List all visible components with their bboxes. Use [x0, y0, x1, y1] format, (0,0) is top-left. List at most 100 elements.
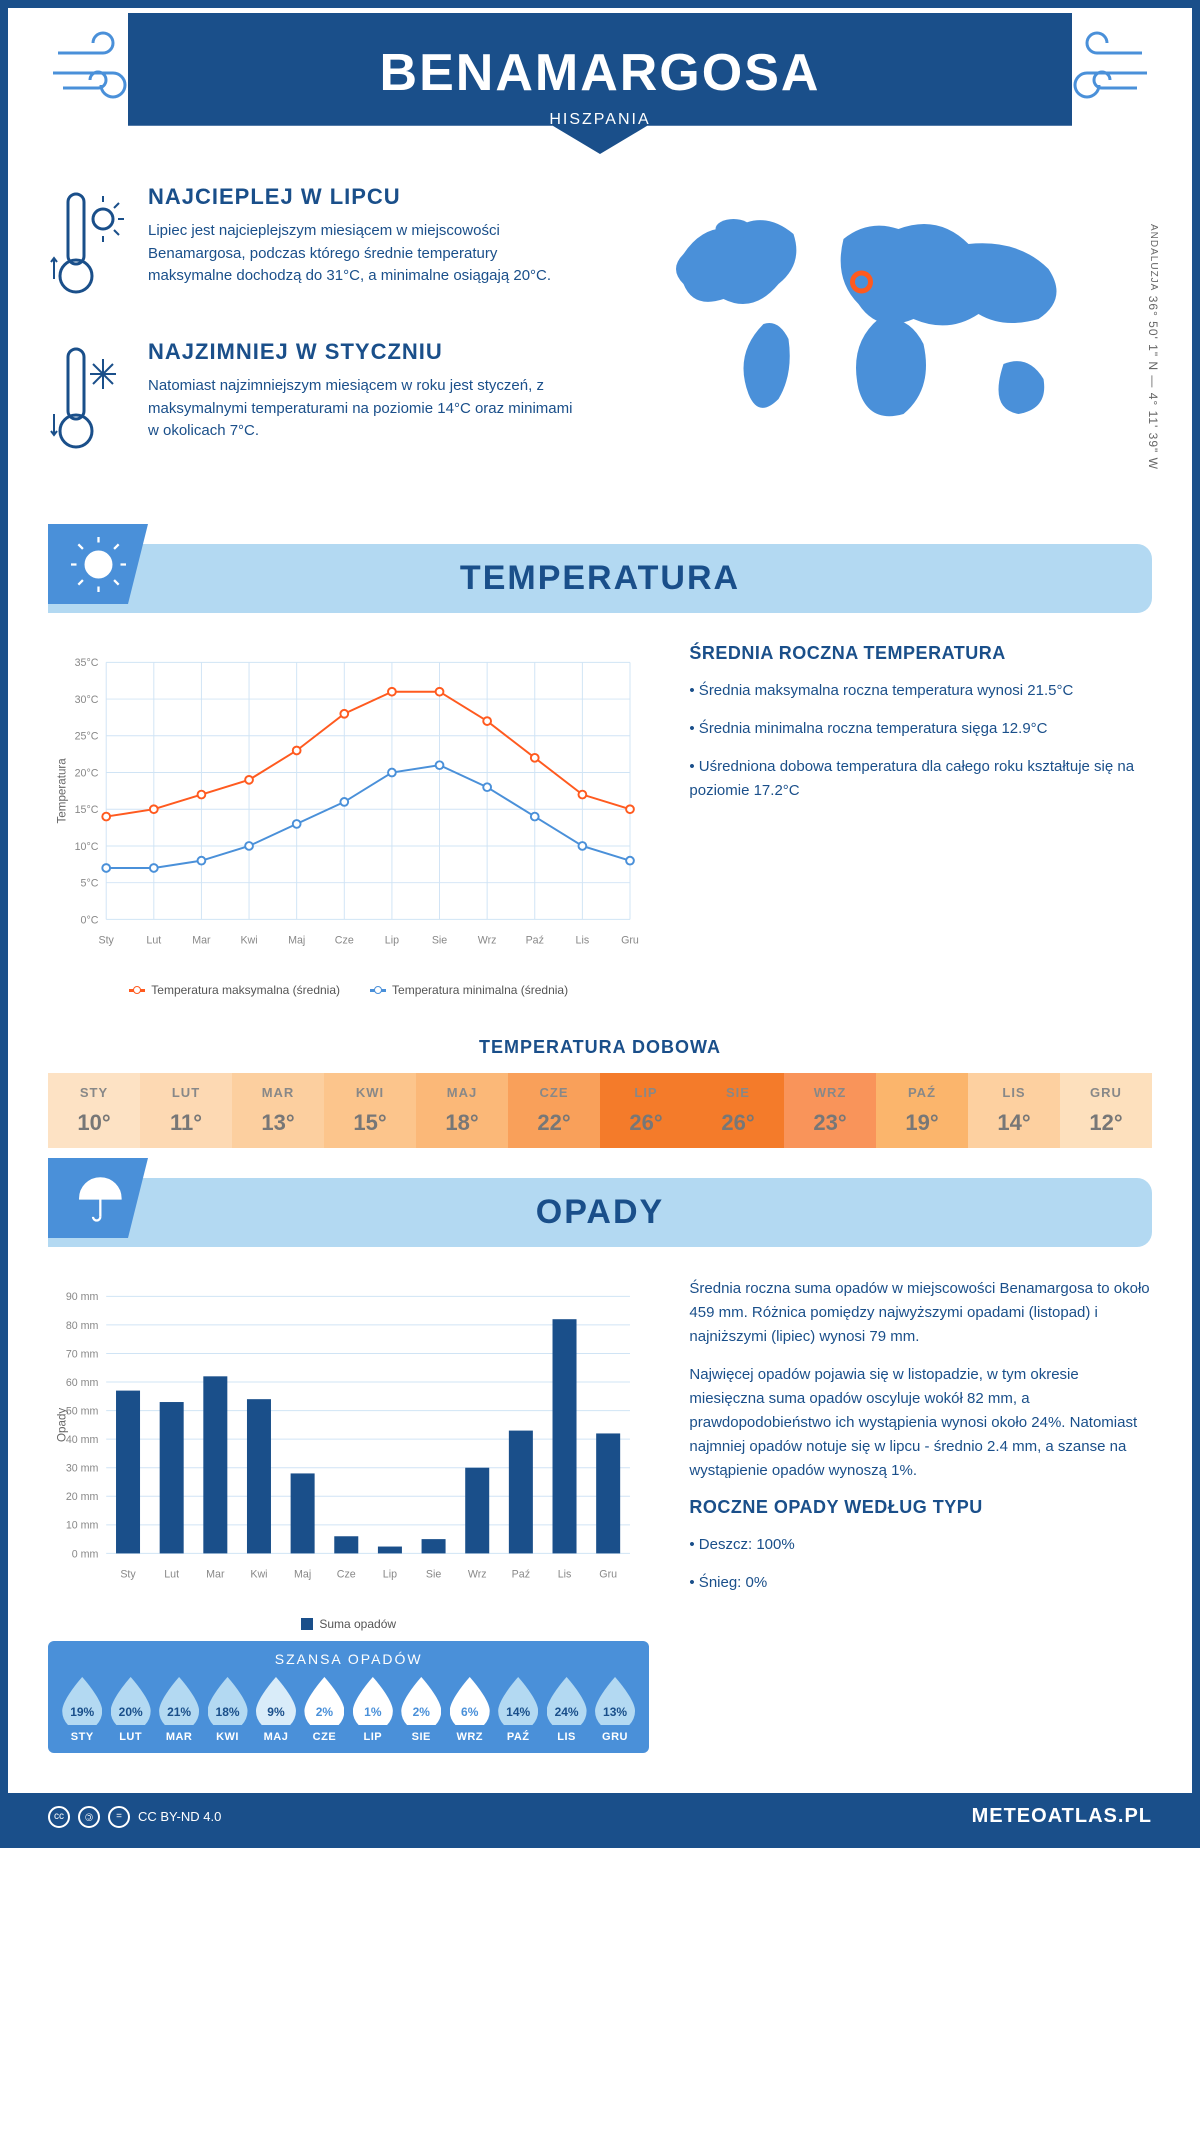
daily-cell: STY10° [48, 1073, 140, 1148]
temperature-title: TEMPERATURA [48, 559, 1152, 598]
drop-month: LIS [544, 1731, 589, 1743]
svg-text:0 mm: 0 mm [72, 1548, 99, 1560]
svg-text:35°C: 35°C [75, 657, 99, 669]
svg-text:20°C: 20°C [75, 767, 99, 779]
coords-text: 36° 50' 1" N — 4° 11' 39" W [1146, 296, 1160, 470]
thermometer-cold-icon [48, 339, 128, 464]
svg-text:10°C: 10°C [75, 841, 99, 853]
precip-side-text: Średnia roczna suma opadów w miejscowośc… [689, 1277, 1152, 1763]
precip-bullet: • Deszcz: 100% [689, 1533, 1152, 1557]
svg-text:90 mm: 90 mm [66, 1291, 99, 1303]
precip-title: OPADY [48, 1193, 1152, 1232]
chance-drop: 6%WRZ [447, 1677, 492, 1743]
daily-month: MAJ [416, 1085, 508, 1100]
drop-month: MAJ [253, 1731, 298, 1743]
nd-icon: = [108, 1806, 130, 1828]
drop-month: LIP [350, 1731, 395, 1743]
daily-value: 19° [905, 1110, 938, 1135]
page-title: BENAMARGOSA [128, 43, 1072, 103]
daily-value: 22° [537, 1110, 570, 1135]
daily-value: 13° [261, 1110, 294, 1135]
precip-side-heading: ROCZNE OPADY WEDŁUG TYPU [689, 1497, 1152, 1518]
daily-value: 11° [170, 1110, 202, 1135]
drop-icon: 18% [208, 1677, 248, 1725]
page-subtitle: HISZPANIA [128, 111, 1072, 129]
svg-text:15°C: 15°C [75, 804, 99, 816]
by-icon: 🄯 [78, 1806, 100, 1828]
legend-max-label: Temperatura maksymalna (średnia) [151, 983, 340, 997]
chance-drop: 14%PAŹ [496, 1677, 541, 1743]
precip-section-header: OPADY [48, 1178, 1152, 1247]
svg-text:Wrz: Wrz [468, 1569, 487, 1581]
cold-block: NAJZIMNIEJ W STYCZNIU Natomiast najzimni… [48, 339, 585, 464]
chance-drop: 13%GRU [593, 1677, 638, 1743]
svg-text:20 mm: 20 mm [66, 1491, 99, 1503]
drop-month: MAR [157, 1731, 202, 1743]
daily-value: 26° [629, 1110, 662, 1135]
chance-drop: 24%LIS [544, 1677, 589, 1743]
svg-text:70 mm: 70 mm [66, 1348, 99, 1360]
daily-cell: LUT11° [140, 1073, 232, 1148]
cold-paragraph: Natomiast najzimniejszym miesiącem w rok… [148, 375, 585, 443]
drop-icon: 19% [62, 1677, 102, 1725]
precip-legend-label: Suma opadów [319, 1617, 396, 1631]
intro-row: NAJCIEPLEJ W LIPCU Lipiec jest najcieple… [8, 154, 1192, 524]
temp-bullet: • Średnia minimalna roczna temperatura s… [689, 717, 1152, 741]
drop-icon: 2% [401, 1677, 441, 1725]
svg-text:Mar: Mar [192, 935, 211, 947]
svg-text:Maj: Maj [288, 935, 305, 947]
chance-drop: 2%SIE [399, 1677, 444, 1743]
legend-min-label: Temperatura minimalna (średnia) [392, 983, 568, 997]
svg-text:Opady: Opady [55, 1408, 68, 1442]
svg-text:Lut: Lut [164, 1569, 179, 1581]
precip-bullet: • Śnieg: 0% [689, 1571, 1152, 1595]
temperature-side-text: ŚREDNIA ROCZNA TEMPERATURA • Średnia mak… [689, 643, 1152, 997]
svg-text:Kwi: Kwi [240, 935, 257, 947]
precip-p2: Najwięcej opadów pojawia się w listopadz… [689, 1363, 1152, 1483]
daily-temp-table: STY10°LUT11°MAR13°KWI15°MAJ18°CZE22°LIP2… [48, 1073, 1152, 1148]
footer-license: cc 🄯 = CC BY-ND 4.0 [48, 1806, 221, 1828]
precip-chart-legend: Suma opadów [48, 1617, 649, 1631]
chance-title: SZANSA OPADÓW [58, 1651, 639, 1667]
temp-bullet: • Średnia maksymalna roczna temperatura … [689, 679, 1152, 703]
temp-bullet: • Uśredniona dobowa temperatura dla całe… [689, 755, 1152, 803]
daily-month: LIP [600, 1085, 692, 1100]
daily-month: LIS [968, 1085, 1060, 1100]
daily-cell: LIP 26° [600, 1073, 692, 1148]
cold-heading: NAJZIMNIEJ W STYCZNIU [148, 339, 585, 365]
drop-month: LUT [108, 1731, 153, 1743]
svg-text:Kwi: Kwi [250, 1569, 267, 1581]
daily-month: KWI [324, 1085, 416, 1100]
coordinates-label: ANDALUZJA 36° 50' 1" N — 4° 11' 39" W [1146, 224, 1160, 470]
warm-block: NAJCIEPLEJ W LIPCU Lipiec jest najcieple… [48, 184, 585, 309]
drop-icon: 13% [595, 1677, 635, 1725]
warm-heading: NAJCIEPLEJ W LIPCU [148, 184, 585, 210]
svg-text:80 mm: 80 mm [66, 1320, 99, 1332]
chance-drop: 2%CZE [302, 1677, 347, 1743]
header-wrapper: BENAMARGOSA HISZPANIA [8, 8, 1192, 154]
precip-section: 0 mm10 mm20 mm30 mm40 mm50 mm60 mm70 mm8… [8, 1247, 1192, 1793]
svg-text:Gru: Gru [599, 1569, 617, 1581]
svg-text:Lip: Lip [383, 1569, 397, 1581]
precip-chance-box: SZANSA OPADÓW 19%STY20%LUT21%MAR18%KWI9%… [48, 1641, 649, 1753]
daily-cell: CZE 22° [508, 1073, 600, 1148]
svg-text:60 mm: 60 mm [66, 1377, 99, 1389]
chance-drop: 18%KWI [205, 1677, 250, 1743]
svg-text:Sty: Sty [98, 935, 114, 947]
svg-text:Maj: Maj [294, 1569, 311, 1581]
svg-text:50 mm: 50 mm [66, 1405, 99, 1417]
daily-month: STY [48, 1085, 140, 1100]
daily-month: CZE [508, 1085, 600, 1100]
temp-chart-legend: Temperatura maksymalna (średnia) Tempera… [48, 983, 649, 997]
drop-icon: 20% [111, 1677, 151, 1725]
daily-value: 18° [445, 1110, 478, 1135]
svg-text:40 mm: 40 mm [66, 1434, 99, 1446]
daily-month: GRU [1060, 1085, 1152, 1100]
warm-text: NAJCIEPLEJ W LIPCU Lipiec jest najcieple… [148, 184, 585, 309]
daily-month: MAR [232, 1085, 324, 1100]
cold-text: NAJZIMNIEJ W STYCZNIU Natomiast najzimni… [148, 339, 585, 464]
svg-text:30°C: 30°C [75, 694, 99, 706]
svg-text:Paź: Paź [512, 1569, 530, 1581]
daily-cell: SIE26° [692, 1073, 784, 1148]
daily-cell: MAR 13° [232, 1073, 324, 1148]
